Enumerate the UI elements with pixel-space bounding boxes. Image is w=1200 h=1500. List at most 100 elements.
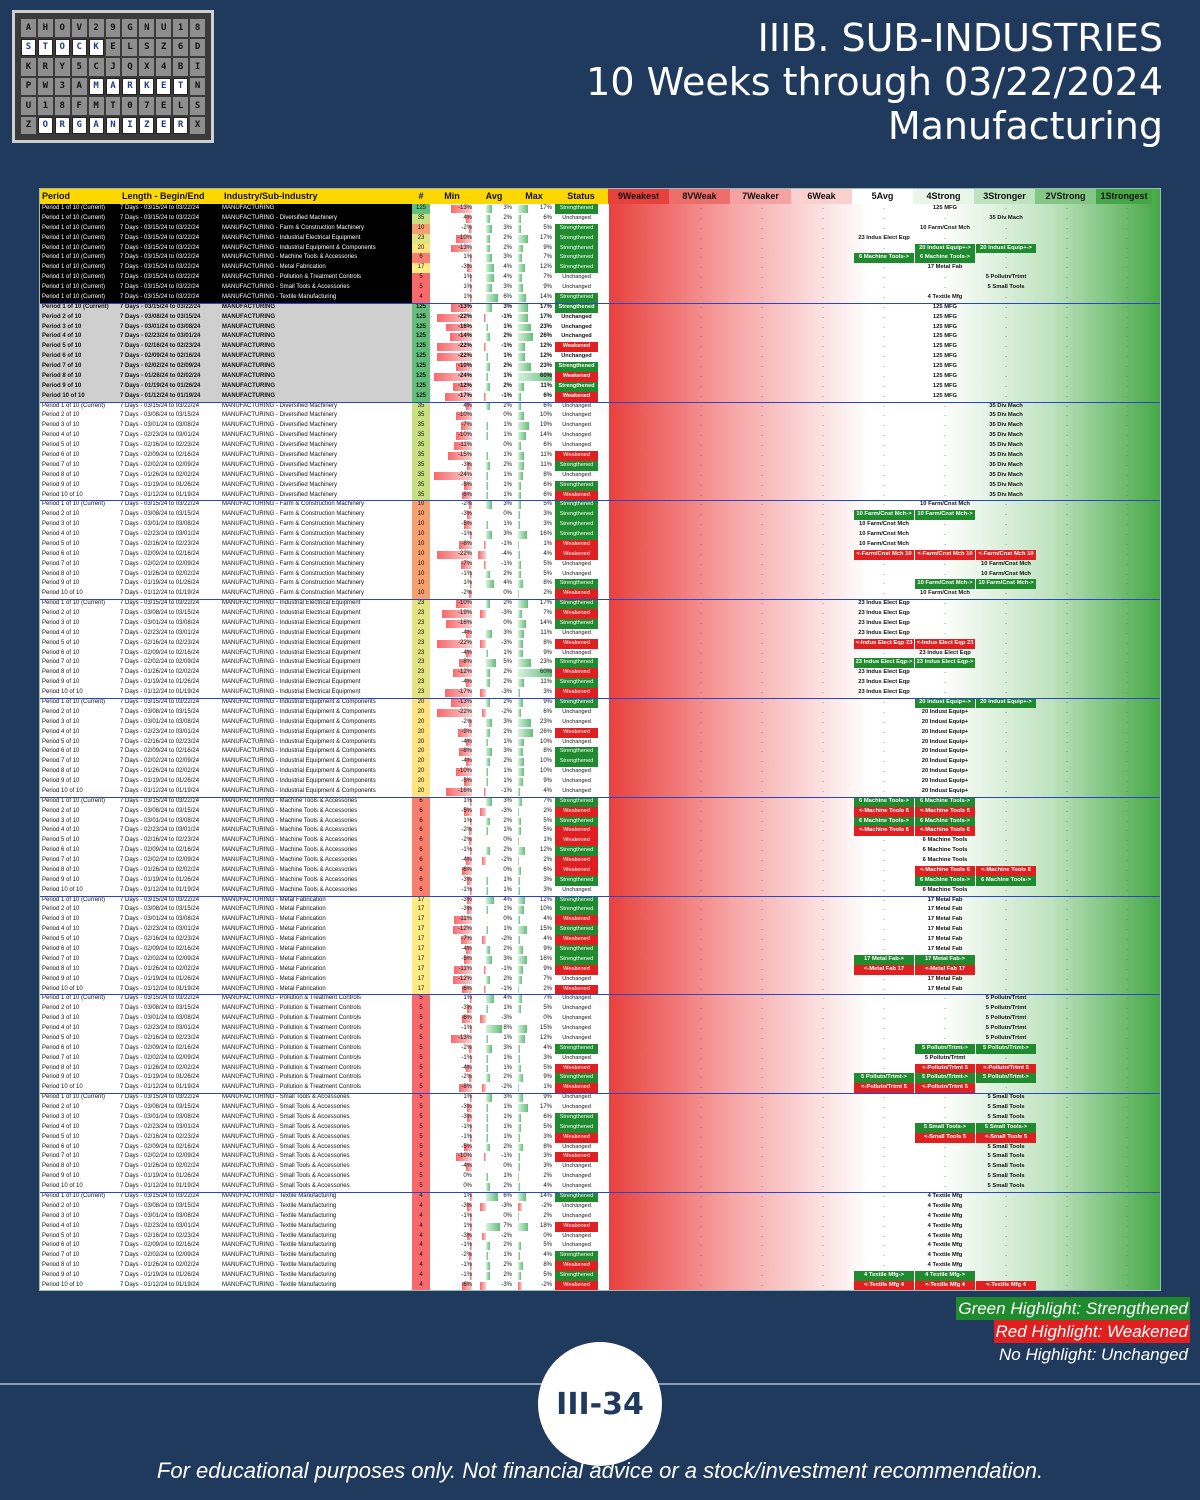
cell-count-text: 5 xyxy=(419,1025,423,1032)
empty-rank-cell: . xyxy=(944,886,946,893)
empty-rank-cell: . xyxy=(639,985,641,992)
cell-status: Strengthened xyxy=(555,1073,598,1084)
empty-rank-cell: . xyxy=(761,985,763,992)
empty-rank-cell: . xyxy=(883,333,885,340)
cell-avg-text: 1% xyxy=(503,1133,512,1140)
cell-industry-text: MANUFACTURING - Farm & Construction Mach… xyxy=(222,511,365,518)
cell-avg-text: 2% xyxy=(503,699,512,705)
cell-avg: -3% xyxy=(476,1201,514,1212)
cell-status-text: Unchanged xyxy=(561,353,592,360)
cell-min: -3% xyxy=(432,1112,474,1123)
table-row: Period 1 of 10 (Current) 7 Days - 03/15/2… xyxy=(40,283,1160,293)
min-bar xyxy=(446,323,472,332)
cell-count: 4 xyxy=(412,1280,430,1290)
cell-industry: MANUFACTURING - Diversified Machinery xyxy=(222,491,412,501)
cell-avg: 4% xyxy=(476,579,514,590)
cell-industry-text: MANUFACTURING - Diversified Machinery xyxy=(222,402,338,409)
cell-period: Period 1 of 10 (Current) xyxy=(40,224,120,234)
min-bar xyxy=(465,629,472,638)
cell-period: Period 8 of 10 xyxy=(40,570,120,580)
cell-max: 9% xyxy=(516,945,554,955)
cell-status-text: Weakened xyxy=(563,1281,590,1288)
header-length-begin-end: Length - Begin/End xyxy=(120,189,222,204)
avg-bar xyxy=(486,1252,488,1261)
cell-status-text: Unchanged xyxy=(562,432,591,439)
rank-label: <-Pollutn/Trtmt 5 xyxy=(915,1083,975,1094)
empty-rank-cell: . xyxy=(883,866,885,873)
max-bar xyxy=(518,728,533,737)
empty-rank-cell: . xyxy=(639,847,641,854)
empty-rank-cell: . xyxy=(1005,570,1007,577)
empty-rank-cell: . xyxy=(944,491,946,498)
cell-max-text: 9% xyxy=(543,284,552,291)
cell-avg-text: -1% xyxy=(501,540,512,547)
cell-period: Period 5 of 10 xyxy=(40,1232,120,1242)
table-row: Period 1 of 10 (Current) 7 Days - 03/15/2… xyxy=(40,273,1160,284)
empty-rank-cell: . xyxy=(883,837,885,844)
cell-max-text: -2% xyxy=(541,1281,552,1288)
empty-rank-cell: . xyxy=(1005,1212,1007,1219)
empty-rank-cell: . xyxy=(639,550,641,557)
cell-min-text: -1% xyxy=(461,1212,472,1219)
cell-industry: MANUFACTURING - Machine Tools & Accessor… xyxy=(222,797,412,807)
cell-avg-text: -2% xyxy=(501,1232,512,1239)
cell-industry-text: MANUFACTURING - Machine Tools & Accessor… xyxy=(222,847,358,854)
empty-rank-cell: . xyxy=(1126,916,1128,923)
table-row: Period 3 of 10 7 Days - 03/01/24 to 03/08… xyxy=(40,618,1160,629)
cell-status: Unchanged xyxy=(555,1241,598,1252)
empty-rank-cell: . xyxy=(822,649,824,656)
cell-length-text: 7 Days - 01/12/24 to 01/19/24 xyxy=(120,689,200,696)
cell-status: Unchanged xyxy=(555,786,598,797)
empty-rank-cell: . xyxy=(822,284,824,291)
cell-industry: MANUFACTURING - Metal Fabrication xyxy=(222,263,412,273)
group-divider xyxy=(40,401,1160,403)
rank-label: 5 Small Tools xyxy=(987,1153,1025,1160)
empty-rank-cell: . xyxy=(822,817,824,824)
empty-rank-cell: . xyxy=(761,926,763,933)
cell-avg-text: 2% xyxy=(503,758,512,765)
cell-avg-text: 0% xyxy=(503,837,512,844)
cell-length: 7 Days - 01/19/24 to 01/26/24 xyxy=(120,1172,220,1182)
cell-max: 12% xyxy=(516,342,554,353)
cell-max: 6% xyxy=(516,391,554,402)
empty-rank-cell: . xyxy=(1066,1054,1068,1061)
rank-label: 23 Indus Elect Eqp-> xyxy=(915,658,975,669)
empty-rank-cell: . xyxy=(700,570,702,577)
cell-length: 7 Days - 02/02/24 to 02/09/24 xyxy=(120,560,220,570)
cell-period-text: Period 5 of 10 xyxy=(42,1133,80,1140)
cell-max-text: 10% xyxy=(539,758,552,765)
empty-rank-cell: . xyxy=(1066,857,1068,864)
rank-label: 35 Div Mach xyxy=(989,412,1023,419)
max-bar xyxy=(518,866,522,875)
cell-length: 7 Days - 03/08/24 to 03/15/24 xyxy=(120,1103,220,1113)
empty-rank-cell: . xyxy=(639,610,641,617)
cell-avg: 2% xyxy=(476,974,514,985)
cell-industry-text: MANUFACTURING xyxy=(222,382,275,389)
cell-min: -3% xyxy=(432,263,474,274)
cell-min: -2% xyxy=(432,1073,474,1084)
empty-rank-cell: . xyxy=(1126,639,1128,646)
cell-max: 6% xyxy=(516,865,554,876)
empty-rank-cell: . xyxy=(761,333,763,340)
empty-rank-cell: . xyxy=(1066,580,1068,587)
empty-rank-cell: . xyxy=(1126,590,1128,597)
cell-industry-text: MANUFACTURING - Industrial Equipment & C… xyxy=(222,708,376,715)
cell-period: Period 3 of 10 xyxy=(40,619,120,629)
empty-rank-cell: . xyxy=(700,1025,702,1032)
empty-rank-cell: . xyxy=(639,353,641,360)
min-bar xyxy=(460,422,472,431)
cell-count: 5 xyxy=(412,1073,430,1084)
rank-label: 35 Div Mach xyxy=(989,432,1023,439)
empty-rank-cell: . xyxy=(1005,946,1007,952)
empty-rank-cell: . xyxy=(761,1084,763,1091)
max-bar xyxy=(518,1113,522,1122)
cell-min: -22% xyxy=(432,707,474,718)
table-row: Period 6 of 10 7 Days - 02/09/24 to 02/16… xyxy=(40,1142,1160,1153)
cell-status-text: Unchanged xyxy=(562,1034,591,1041)
empty-rank-cell: . xyxy=(761,1074,763,1081)
empty-rank-cell: . xyxy=(822,1123,824,1130)
cell-max-text: 9% xyxy=(543,946,552,952)
cell-status: Strengthened xyxy=(555,905,598,916)
cell-min-text: -3% xyxy=(461,461,472,468)
cell-status-text: Weakened xyxy=(563,916,590,923)
